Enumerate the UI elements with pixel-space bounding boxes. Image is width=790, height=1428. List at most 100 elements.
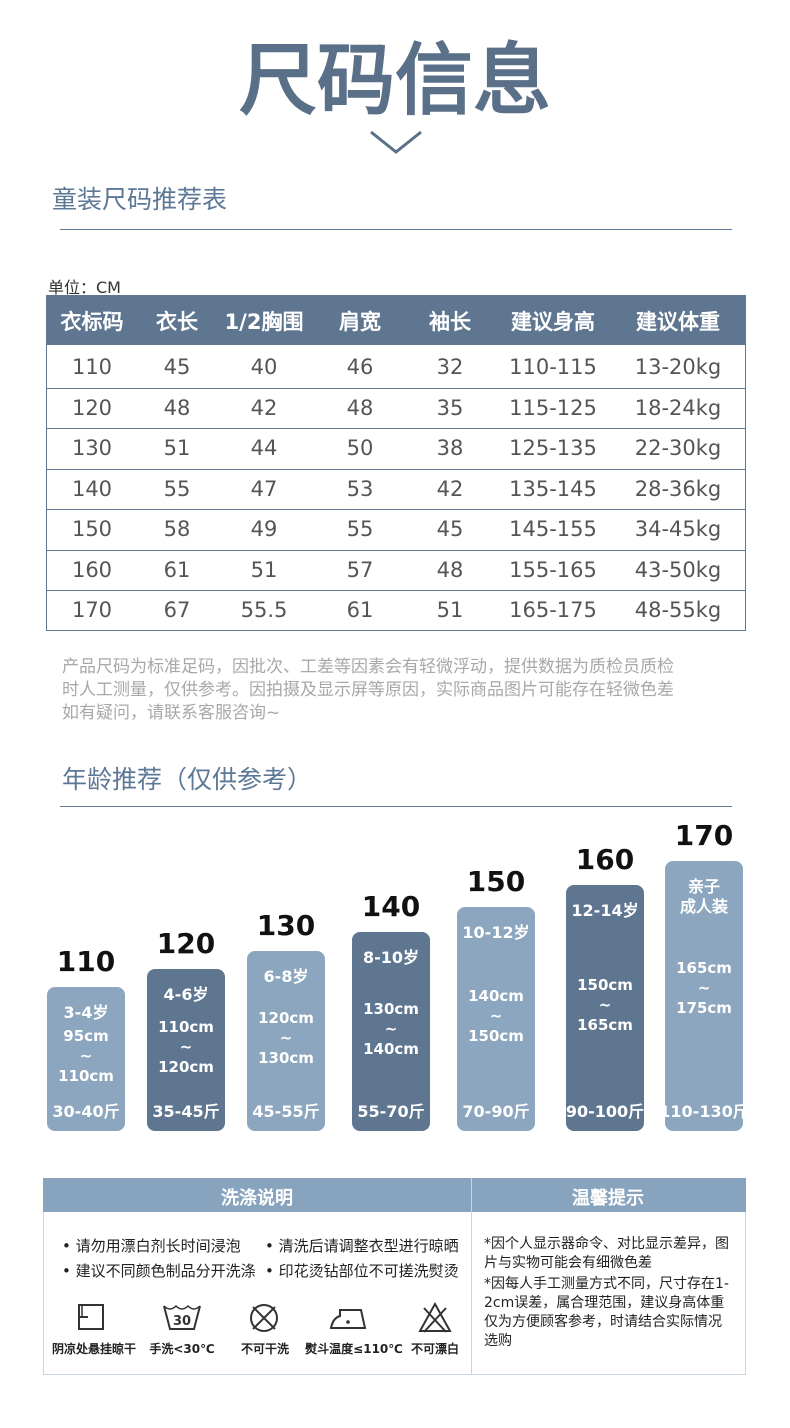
chevron-icon bbox=[370, 130, 422, 154]
table-cell: 51 bbox=[250, 557, 278, 582]
age-range: 12-14岁 bbox=[571, 901, 639, 920]
height-range: 165cm bbox=[577, 1016, 633, 1034]
weight-range: 35-45斤 bbox=[152, 1102, 220, 1121]
table-cell: 120 bbox=[71, 395, 113, 420]
table-cell: 42 bbox=[436, 476, 464, 501]
table-cell: 40 bbox=[250, 355, 278, 379]
iron-icon bbox=[329, 1309, 367, 1329]
size-label: 160 bbox=[575, 843, 635, 876]
table-cell: 44 bbox=[250, 436, 278, 460]
page-title: 尺码信息 bbox=[238, 36, 552, 126]
section-heading: 童装尺码推荐表 bbox=[52, 185, 228, 214]
table-cell: 55.5 bbox=[240, 598, 288, 622]
row-divider bbox=[46, 428, 746, 429]
height-range: 130cm bbox=[363, 999, 419, 1018]
weight-range: 110-130斤 bbox=[659, 1102, 749, 1121]
age-bar bbox=[47, 987, 125, 1131]
table-cell: 48 bbox=[163, 395, 191, 420]
table-header-cell: 袖长 bbox=[429, 310, 471, 334]
height-range: 140cm bbox=[363, 1039, 419, 1058]
table-cell: 34-45kg bbox=[634, 517, 722, 541]
height-range: 150cm bbox=[577, 976, 633, 994]
table-cell: 45 bbox=[163, 355, 191, 379]
table-header-cell: 1/2胸围 bbox=[224, 310, 304, 334]
care-icon-label: 不可干洗 bbox=[240, 1342, 290, 1356]
height-range: ~ bbox=[697, 979, 711, 997]
row-divider bbox=[46, 509, 746, 510]
table-cell: 115-125 bbox=[509, 395, 597, 420]
row-divider bbox=[46, 549, 746, 551]
table-header-bar bbox=[46, 295, 746, 345]
table-cell: 58 bbox=[163, 517, 191, 541]
no-bleach-icon bbox=[418, 1302, 452, 1333]
height-range: 140cm bbox=[468, 987, 524, 1005]
age-bar bbox=[457, 907, 535, 1131]
age-range: 6-8岁 bbox=[263, 967, 309, 986]
unit-label: 单位：CM bbox=[48, 278, 121, 297]
age-bar bbox=[566, 885, 644, 1131]
table-header-cell: 衣标码 bbox=[60, 310, 124, 334]
age-range: 8-10岁 bbox=[362, 948, 420, 967]
age-bar bbox=[247, 951, 325, 1131]
table-cell: 18-24kg bbox=[634, 395, 722, 420]
table-cell: 170 bbox=[71, 598, 113, 622]
table-header-cell: 肩宽 bbox=[339, 310, 381, 334]
table-header-cell: 衣长 bbox=[156, 310, 198, 334]
care-tip: • 建议不同颜色制品分开洗涤 bbox=[62, 1262, 256, 1280]
age-bar bbox=[147, 969, 225, 1131]
table-cell: 51 bbox=[436, 598, 464, 622]
age-range: 4-6岁 bbox=[163, 985, 209, 1004]
hang-dry-icon bbox=[78, 1304, 104, 1330]
hand-wash-icon: 30 bbox=[163, 1304, 201, 1330]
height-range: 110cm bbox=[158, 1018, 214, 1036]
table-cell: 35 bbox=[436, 395, 464, 420]
table-cell: 67 bbox=[163, 598, 191, 622]
care-icon-label: 手洗<30℃ bbox=[149, 1342, 215, 1356]
age-range: 成人装 bbox=[679, 897, 729, 916]
age-range: 10-12岁 bbox=[462, 923, 530, 942]
height-range: 130cm bbox=[258, 1049, 314, 1067]
care-icon-label: 不可漂白 bbox=[410, 1342, 460, 1356]
table-cell: 47 bbox=[250, 476, 278, 501]
table-cell: 49 bbox=[250, 517, 278, 541]
table-cell: 110 bbox=[71, 355, 113, 379]
no-dryclean-icon bbox=[250, 1304, 278, 1332]
care-tip: • 印花烫钻部位不可搓洗熨烫 bbox=[265, 1262, 459, 1280]
table-cell: 150 bbox=[71, 517, 113, 541]
care-icon-label: 熨斗温度≤110℃ bbox=[305, 1342, 403, 1356]
table-cell: 13-20kg bbox=[634, 355, 722, 379]
note-line: 时人工测量，仅供参考。因拍摄及显示屏等原因，实际商品图片可能存在轻微色差 bbox=[62, 680, 674, 700]
table-cell: 51 bbox=[163, 436, 191, 460]
care-heading: 洗涤说明 bbox=[221, 1188, 293, 1209]
height-range: 120cm bbox=[258, 1009, 314, 1027]
divider bbox=[60, 229, 732, 230]
table-cell: 155-165 bbox=[509, 557, 597, 582]
table-cell: 28-36kg bbox=[634, 476, 722, 501]
care-tip: • 清洗后请调整衣型进行晾晒 bbox=[265, 1237, 459, 1255]
table-cell: 125-135 bbox=[509, 436, 597, 460]
divider bbox=[60, 806, 732, 807]
age-bar bbox=[665, 861, 743, 1131]
care-tip: • 请勿用漂白剂长时间浸泡 bbox=[62, 1237, 241, 1255]
table-cell: 48-55kg bbox=[634, 598, 722, 622]
table-cell: 61 bbox=[163, 557, 191, 582]
care-header-bar bbox=[43, 1178, 746, 1212]
table-cell: 57 bbox=[346, 557, 374, 582]
table-cell: 160 bbox=[71, 557, 113, 582]
size-label: 150 bbox=[466, 865, 526, 898]
weight-range: 55-70斤 bbox=[357, 1102, 425, 1121]
table-cell: 38 bbox=[436, 436, 464, 460]
height-range: 120cm bbox=[158, 1058, 214, 1076]
table-cell: 48 bbox=[436, 557, 464, 582]
table-cell: 42 bbox=[250, 395, 278, 420]
table-cell: 130 bbox=[71, 436, 113, 460]
height-range: ~ bbox=[279, 1029, 293, 1047]
warm-tip: *因个人显示器命令、对比显示差异，图片与实物可能会有细微色差 bbox=[484, 1236, 729, 1271]
height-range: 175cm bbox=[676, 999, 732, 1017]
table-cell: 135-145 bbox=[509, 476, 597, 501]
height-range: ~ bbox=[79, 1047, 93, 1065]
height-range: ~ bbox=[489, 1007, 503, 1025]
height-range: 110cm bbox=[58, 1067, 114, 1085]
row-divider bbox=[46, 468, 746, 470]
note-line: 如有疑问，请联系客服咨询~ bbox=[62, 703, 281, 723]
